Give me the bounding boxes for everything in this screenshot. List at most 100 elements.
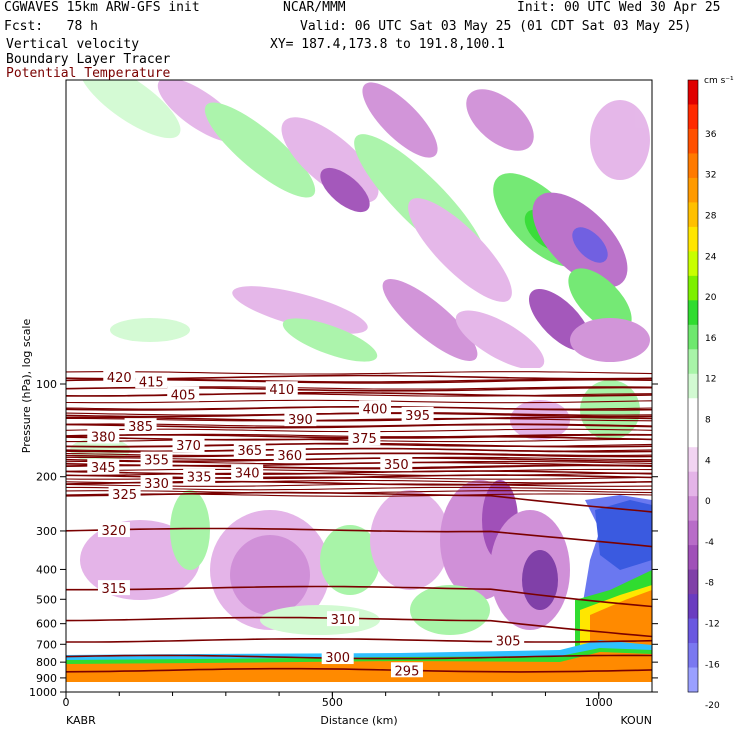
colorbar-swatch [688, 545, 698, 571]
vertical-velocity-shading [66, 80, 652, 692]
theta-label-bg [140, 475, 173, 491]
colorbar-swatch [688, 324, 698, 350]
theta-label-bg [358, 400, 391, 416]
theta-label: 300 [325, 651, 350, 666]
isentrope-line [66, 468, 652, 473]
theta-label: 390 [288, 413, 313, 428]
colorbar-tick-label: 36 [705, 130, 717, 140]
colorbar-swatch [688, 569, 698, 595]
theta-label: 370 [176, 439, 201, 454]
isentrope-line [66, 493, 652, 497]
theta-label-bg [401, 406, 434, 422]
colorbar-swatch [688, 422, 698, 448]
field-boundary-layer: Boundary Layer Tracer [6, 52, 171, 67]
colorbar-tick-label: 16 [705, 334, 717, 344]
theta-label-bg [492, 632, 525, 648]
colorbar-swatch [688, 80, 698, 105]
y-tick-label: 800 [36, 656, 57, 669]
theta-label: 335 [187, 471, 212, 486]
colorbar-swatch [688, 618, 698, 644]
y-tick-label: 500 [36, 593, 57, 606]
colorbar-swatch [688, 128, 698, 154]
theta-label-bg [273, 446, 306, 462]
isentrope-line [66, 472, 652, 477]
theta-label: 325 [112, 488, 137, 503]
colorbar-tick-label: 24 [705, 252, 717, 262]
colorbar-swatch [688, 104, 698, 130]
colorbar-swatch [688, 520, 698, 546]
valid-time: Valid: 06 UTC Sat 03 May 25 (01 CDT Sat … [300, 19, 692, 34]
colorbar-swatch [688, 275, 698, 301]
theta-label: 315 [102, 582, 127, 597]
colorbar-swatch [688, 373, 698, 399]
colorbar-swatch [688, 202, 698, 228]
x-tick-label: 500 [322, 696, 343, 709]
theta-label: 310 [331, 613, 356, 628]
colorbar-tick-label: -20 [705, 701, 720, 711]
theta-label: 295 [395, 664, 420, 679]
colorbar-swatch [688, 349, 698, 375]
colorbar-tick-label: -12 [705, 620, 720, 630]
y-tick-label: 100 [36, 378, 57, 391]
theta-label-bg [167, 386, 200, 402]
isentrope-line [66, 371, 652, 375]
theta-label-bg [140, 451, 173, 467]
init-time: Init: 00 UTC Wed 30 Apr 25 [517, 0, 721, 15]
theta-label: 395 [405, 409, 430, 424]
theta-label-bg [233, 442, 266, 458]
x-end-label: KOUN [620, 714, 652, 727]
colorbar-swatch [688, 251, 698, 277]
colorbar-swatch [688, 643, 698, 669]
y-tick-label: 700 [36, 638, 57, 651]
colorbar-frame [687, 79, 699, 693]
isentrope-line [66, 416, 652, 422]
theta-label: 345 [91, 461, 116, 476]
isentrope-line [66, 667, 652, 673]
isentrope-line [66, 638, 652, 643]
colorbar-swatch [688, 398, 698, 424]
theta-label-bg [231, 464, 264, 480]
y-tick-label: 900 [36, 672, 57, 685]
theta-label-bg [103, 369, 136, 385]
theta-label: 340 [235, 467, 260, 482]
theta-label-bg [97, 580, 130, 596]
colorbar-swatch [688, 177, 698, 203]
colorbar-swatch [688, 226, 698, 252]
isentrope-line [66, 470, 652, 475]
plot-frame [65, 79, 653, 693]
isentrope-line [66, 490, 652, 494]
x-tick-label: 0 [63, 696, 70, 709]
isentrope-line [66, 527, 652, 548]
colorbar: 36 32 28 24 20 16 12 8 4 0 -4 -8 -12 -16 -20 cm s⁻¹ [687, 76, 734, 711]
theta-label: 350 [384, 458, 409, 473]
theta-label: 330 [144, 477, 169, 492]
isentrope-line [66, 585, 652, 608]
theta-labels: 420 415 410 405 400 395 390 385 380 375 370 365 360 3… [87, 369, 525, 679]
y-tick-label: 600 [36, 618, 57, 631]
colorbar-swatch [688, 667, 698, 693]
isentrope-line [66, 448, 652, 452]
colorbar-tick-label: 32 [705, 171, 716, 181]
x-tick-label: 1000 [585, 696, 613, 709]
colorbar-tick-label: 0 [705, 497, 711, 507]
colorbar-tick-label: 28 [705, 211, 717, 221]
colorbar-swatch [688, 594, 698, 620]
forecast-hour: Fcst: 78 h [4, 19, 98, 34]
theta-label-bg [380, 456, 413, 472]
theta-label: 320 [102, 524, 127, 539]
theta-label: 375 [352, 432, 377, 447]
y-tick-label: 300 [36, 525, 57, 538]
theta-label: 400 [363, 402, 388, 417]
x-axis-label: Distance (km) [320, 714, 397, 727]
colorbar-tick-label: 8 [705, 416, 711, 426]
isentrope-line [66, 393, 652, 397]
isentrope-line [66, 654, 652, 660]
theta-label: 380 [91, 430, 116, 445]
theta-label-bg [97, 522, 130, 538]
theta-label: 385 [128, 420, 153, 435]
theta-label-bg [172, 437, 205, 453]
isentrope-line [66, 423, 652, 427]
field-potential-temperature: Potential Temperature [6, 66, 171, 81]
